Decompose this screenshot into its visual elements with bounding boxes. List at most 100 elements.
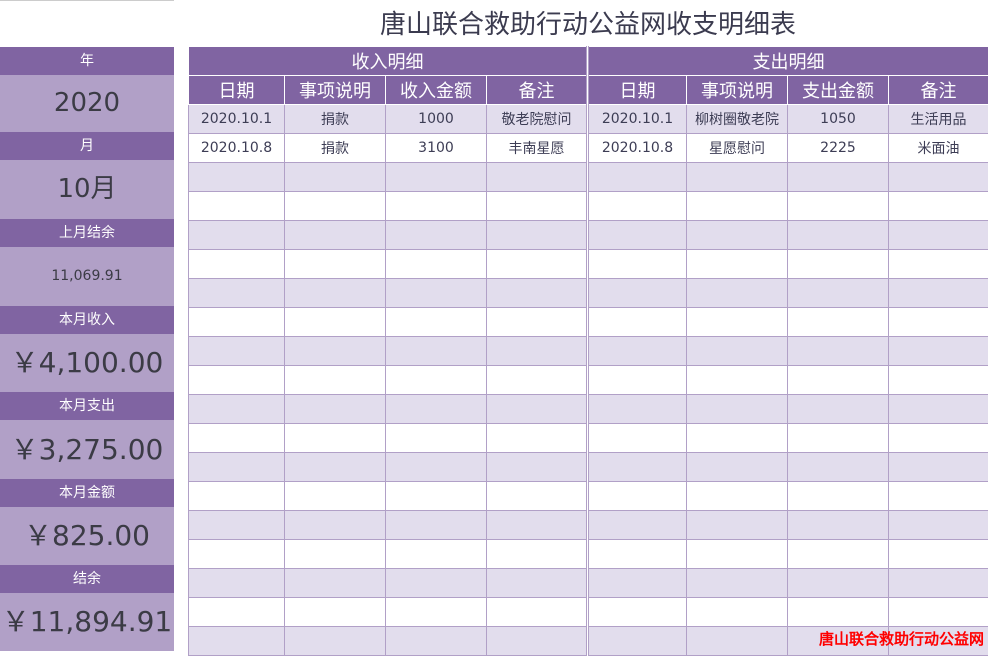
- income-cell[interactable]: [386, 482, 487, 511]
- expense-cell[interactable]: [889, 569, 988, 598]
- expense-cell[interactable]: [889, 366, 988, 395]
- income-cell[interactable]: [285, 221, 386, 250]
- expense-cell[interactable]: [889, 279, 988, 308]
- expense-cell[interactable]: [588, 540, 687, 569]
- expense-cell[interactable]: [588, 511, 687, 540]
- expense-cell[interactable]: 柳树圈敬老院: [687, 105, 788, 134]
- expense-cell[interactable]: [889, 395, 988, 424]
- income-cell[interactable]: [487, 540, 588, 569]
- expense-cell[interactable]: [788, 569, 889, 598]
- expense-cell[interactable]: [788, 598, 889, 627]
- expense-cell[interactable]: [687, 569, 788, 598]
- expense-cell[interactable]: [588, 250, 687, 279]
- income-cell[interactable]: [487, 598, 588, 627]
- expense-cell[interactable]: [687, 453, 788, 482]
- income-cell[interactable]: [386, 221, 487, 250]
- income-cell[interactable]: [189, 482, 285, 511]
- expense-cell[interactable]: [788, 482, 889, 511]
- income-cell[interactable]: [285, 482, 386, 511]
- income-cell[interactable]: [386, 627, 487, 656]
- income-cell[interactable]: [189, 250, 285, 279]
- expense-cell[interactable]: [687, 250, 788, 279]
- income-cell[interactable]: [487, 453, 588, 482]
- income-cell[interactable]: [487, 337, 588, 366]
- expense-cell[interactable]: [687, 395, 788, 424]
- income-cell[interactable]: [487, 511, 588, 540]
- expense-cell[interactable]: [588, 163, 687, 192]
- expense-cell[interactable]: [687, 627, 788, 656]
- expense-cell[interactable]: [687, 279, 788, 308]
- income-cell[interactable]: 1000: [386, 105, 487, 134]
- income-cell[interactable]: [189, 569, 285, 598]
- income-cell[interactable]: 丰南星愿: [487, 134, 588, 163]
- income-cell[interactable]: [487, 163, 588, 192]
- income-cell[interactable]: [189, 337, 285, 366]
- income-cell[interactable]: [487, 192, 588, 221]
- income-cell[interactable]: [487, 279, 588, 308]
- expense-cell[interactable]: [788, 337, 889, 366]
- expense-cell[interactable]: [588, 192, 687, 221]
- expense-cell[interactable]: [588, 627, 687, 656]
- expense-cell[interactable]: [687, 221, 788, 250]
- income-cell[interactable]: [285, 540, 386, 569]
- income-cell[interactable]: [189, 192, 285, 221]
- expense-cell[interactable]: [788, 424, 889, 453]
- income-cell[interactable]: [386, 511, 487, 540]
- income-cell[interactable]: [386, 540, 487, 569]
- expense-cell[interactable]: [588, 569, 687, 598]
- expense-cell[interactable]: [588, 221, 687, 250]
- expense-cell[interactable]: [588, 424, 687, 453]
- expense-cell[interactable]: [889, 337, 988, 366]
- expense-cell[interactable]: [687, 540, 788, 569]
- expense-cell[interactable]: [889, 482, 988, 511]
- income-cell[interactable]: [386, 308, 487, 337]
- income-cell[interactable]: [487, 395, 588, 424]
- income-cell[interactable]: [189, 424, 285, 453]
- income-cell[interactable]: [285, 598, 386, 627]
- income-cell[interactable]: [189, 221, 285, 250]
- expense-cell[interactable]: [889, 192, 988, 221]
- expense-cell[interactable]: [687, 366, 788, 395]
- income-cell[interactable]: [189, 366, 285, 395]
- expense-cell[interactable]: [588, 308, 687, 337]
- expense-cell[interactable]: [588, 482, 687, 511]
- expense-cell[interactable]: [788, 453, 889, 482]
- expense-cell[interactable]: [687, 337, 788, 366]
- income-cell[interactable]: [386, 424, 487, 453]
- income-cell[interactable]: [189, 308, 285, 337]
- expense-cell[interactable]: [788, 366, 889, 395]
- income-cell[interactable]: [487, 366, 588, 395]
- income-cell[interactable]: 2020.10.8: [189, 134, 285, 163]
- income-cell[interactable]: [285, 424, 386, 453]
- expense-cell[interactable]: [687, 482, 788, 511]
- income-cell[interactable]: [189, 279, 285, 308]
- expense-cell[interactable]: 2020.10.8: [588, 134, 687, 163]
- income-cell[interactable]: [487, 627, 588, 656]
- expense-cell[interactable]: 1050: [788, 105, 889, 134]
- expense-cell[interactable]: [687, 163, 788, 192]
- income-cell[interactable]: 3100: [386, 134, 487, 163]
- income-cell[interactable]: [189, 540, 285, 569]
- expense-cell[interactable]: [788, 511, 889, 540]
- income-cell[interactable]: [285, 627, 386, 656]
- expense-cell[interactable]: [889, 308, 988, 337]
- expense-cell[interactable]: [788, 395, 889, 424]
- income-cell[interactable]: [285, 163, 386, 192]
- expense-cell[interactable]: [788, 308, 889, 337]
- income-cell[interactable]: [285, 511, 386, 540]
- income-cell[interactable]: [285, 192, 386, 221]
- income-cell[interactable]: [189, 511, 285, 540]
- income-cell[interactable]: 捐款: [285, 134, 386, 163]
- expense-cell[interactable]: [889, 453, 988, 482]
- income-cell[interactable]: [285, 395, 386, 424]
- income-cell[interactable]: [487, 569, 588, 598]
- income-cell[interactable]: [386, 250, 487, 279]
- expense-cell[interactable]: 米面油: [889, 134, 988, 163]
- expense-cell[interactable]: [588, 337, 687, 366]
- expense-cell[interactable]: 2020.10.1: [588, 105, 687, 134]
- expense-cell[interactable]: [788, 221, 889, 250]
- income-cell[interactable]: [386, 395, 487, 424]
- income-cell[interactable]: [189, 163, 285, 192]
- expense-cell[interactable]: [889, 424, 988, 453]
- expense-cell[interactable]: [687, 598, 788, 627]
